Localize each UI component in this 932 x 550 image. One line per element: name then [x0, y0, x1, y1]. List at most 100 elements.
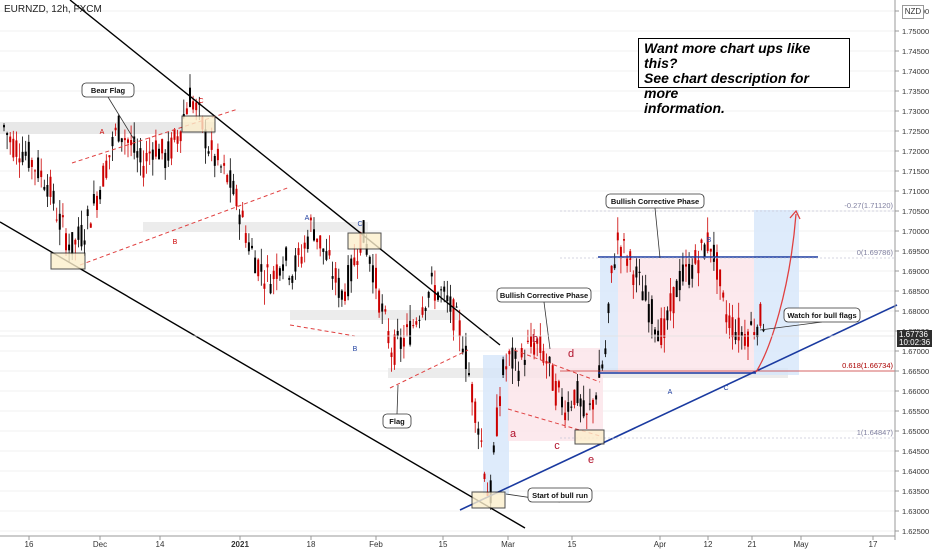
candle-body: [461, 348, 464, 353]
candle-body: [762, 328, 765, 332]
wave-label: e: [588, 454, 594, 466]
candle-body: [545, 360, 548, 364]
candle-body: [471, 384, 474, 403]
resistance-zone: [290, 310, 460, 320]
overlays: [0, 0, 898, 529]
candle-body: [644, 285, 647, 301]
zones: [0, 122, 799, 495]
x-tick-label: 18: [307, 540, 316, 549]
wave-label: C: [357, 221, 362, 228]
candle-body: [554, 381, 557, 406]
candle-body: [483, 473, 486, 480]
candle-body: [402, 337, 405, 347]
candle-body: [145, 152, 148, 162]
candle-body: [192, 101, 195, 110]
candle-body: [502, 359, 505, 376]
currency-badge[interactable]: NZD: [902, 5, 924, 19]
candle-body: [309, 217, 312, 221]
candle-body: [300, 256, 303, 264]
candle-body: [61, 215, 64, 218]
candle-body: [399, 337, 402, 349]
candle-body: [743, 334, 746, 346]
candle-body: [340, 290, 343, 300]
candle-body: [716, 252, 718, 280]
candle-body: [424, 308, 427, 311]
candle-body: [24, 151, 27, 156]
promo-line-2: See chart description for more: [644, 70, 809, 101]
annotation-labels: -0.27(1.71120) 0(1.69786) 0.618(1.66734) 1(…: [81, 82, 894, 503]
highlight-box: [574, 429, 605, 445]
candle-body: [210, 140, 213, 150]
candle-body: [241, 210, 244, 218]
candle-body: [167, 141, 170, 161]
candle-body: [517, 370, 520, 382]
callout-pointer: [543, 301, 551, 350]
candle-body: [449, 296, 452, 312]
candle-body: [362, 220, 365, 243]
candle-body: [530, 335, 532, 347]
x-tick-label: 14: [156, 540, 165, 549]
callout-box: [527, 487, 593, 503]
candle-body: [703, 244, 706, 259]
candle-body: [247, 242, 250, 252]
candle-body: [151, 149, 154, 160]
candle-body: [753, 332, 756, 336]
candle-body: [260, 264, 263, 272]
candle-body: [80, 224, 83, 247]
candle-body: [49, 176, 52, 197]
highlight-box: [347, 232, 382, 250]
resistance-zone: [143, 222, 368, 232]
candle-body: [533, 342, 536, 355]
candle-body: [266, 264, 269, 268]
fib-label: -0.27(1.71120): [844, 201, 893, 210]
candle-body: [557, 381, 560, 388]
candle-body: [99, 189, 102, 200]
candle-body: [96, 195, 98, 211]
candle-body: [161, 139, 164, 154]
candle-body: [728, 315, 731, 329]
candle-body: [325, 251, 328, 260]
chart-title: EURNZD, 12h, FXCM: [4, 4, 102, 15]
candle-body: [725, 314, 728, 323]
candle-body: [505, 366, 508, 370]
candle-body: [446, 295, 449, 302]
candle-body: [235, 188, 238, 207]
candle-body: [464, 345, 467, 370]
last-price-value: 1.67736: [899, 330, 928, 339]
candle-body: [148, 151, 151, 154]
candle-body: [353, 257, 356, 266]
candle-body: [418, 319, 421, 321]
candle-body: [526, 340, 529, 342]
candle-body: [371, 265, 374, 283]
candle-body: [672, 287, 675, 314]
candle-body: [71, 232, 74, 255]
y-tick-label: 1.70000: [902, 227, 929, 236]
blue-zone: [754, 210, 799, 375]
candle-body: [213, 155, 216, 166]
candle-body: [337, 277, 340, 298]
candle-body: [3, 125, 5, 128]
fib-label: 0(1.69786): [857, 248, 894, 257]
candle-body: [697, 260, 700, 274]
candle-body: [55, 219, 58, 221]
candle-body: [92, 194, 95, 204]
candle-body: [204, 129, 207, 149]
candle-body: [514, 350, 517, 359]
candle-body: [21, 151, 24, 163]
x-tick-label: 15: [439, 540, 448, 549]
candle-body: [666, 310, 669, 321]
candle-body: [688, 263, 691, 285]
candle-body: [189, 87, 191, 107]
candle-body: [65, 233, 67, 251]
wave-label: B: [707, 237, 712, 244]
flag-line: [389, 349, 469, 389]
candle-body: [344, 291, 346, 301]
candle-body: [83, 240, 86, 245]
lower-channel-line: [0, 221, 526, 529]
callout-box: [496, 287, 592, 303]
candle-body: [700, 239, 703, 243]
candle-body: [641, 291, 644, 301]
y-axis: 1.62500 1.63000 1.63500 1.64000 1.64500 1.650…: [894, 0, 929, 540]
candle-body: [573, 389, 576, 405]
